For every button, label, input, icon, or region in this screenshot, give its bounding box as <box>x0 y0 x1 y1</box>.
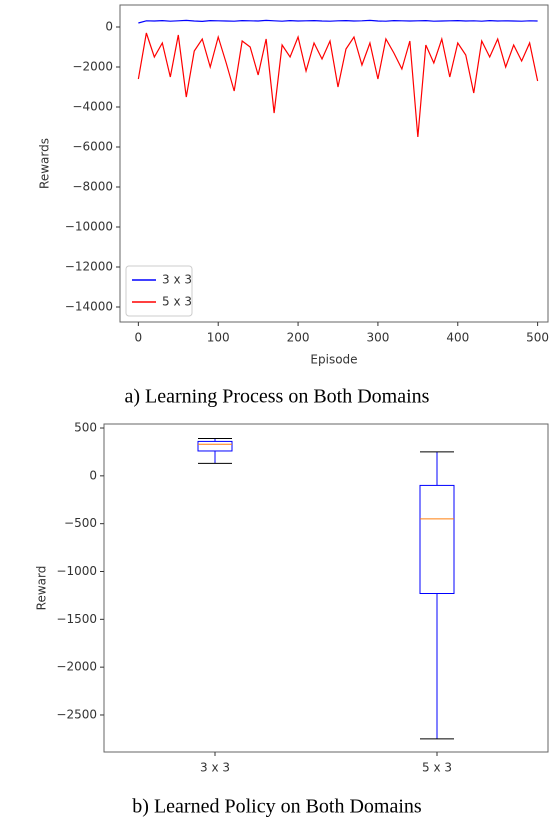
x-tick-label: 3 x 3 <box>200 761 230 775</box>
y-tick-label: −1500 <box>56 612 97 626</box>
y-tick-label: −1000 <box>56 564 97 578</box>
y-tick-label: −6000 <box>72 140 113 154</box>
box <box>197 440 233 452</box>
x-tick-label: 0 <box>135 331 143 345</box>
y-tick-label: 0 <box>105 20 113 34</box>
legend-label: 5 x 3 <box>162 295 192 309</box>
legend-box <box>125 265 193 317</box>
axes-frame <box>119 4 549 323</box>
box <box>419 484 455 595</box>
y-tick-label: −2000 <box>72 60 113 74</box>
x-tick-label: 300 <box>366 331 389 345</box>
x-tick-label: 400 <box>446 331 469 345</box>
x-axis-label: Episode <box>310 353 357 367</box>
y-tick-label: −2000 <box>56 660 97 674</box>
x-tick-label: 5 x 3 <box>422 761 452 775</box>
y-tick-label: −10000 <box>65 220 113 234</box>
axes-frame <box>103 423 549 753</box>
y-tick-label: −12000 <box>65 260 113 274</box>
y-tick-label: −2500 <box>56 707 97 721</box>
y-axis-label: Rewards <box>38 138 52 189</box>
y-tick-label: −500 <box>64 516 97 530</box>
caption: b) Learned Policy on Both Domains <box>132 796 422 818</box>
x-tick-label: 200 <box>287 331 310 345</box>
y-tick-label: −14000 <box>65 300 113 314</box>
legend-label: 3 x 3 <box>162 273 192 287</box>
y-tick-label: −8000 <box>72 180 113 194</box>
y-tick-label: 0 <box>89 468 97 482</box>
y-axis-label: Reward <box>35 566 49 611</box>
series-line <box>137 32 539 138</box>
y-tick-label: 500 <box>74 421 97 435</box>
x-tick-label: 500 <box>526 331 549 345</box>
y-tick-label: −4000 <box>72 100 113 114</box>
caption: a) Learning Process on Both Domains <box>125 386 430 408</box>
series-line <box>138 19 538 24</box>
x-tick-label: 100 <box>207 331 230 345</box>
